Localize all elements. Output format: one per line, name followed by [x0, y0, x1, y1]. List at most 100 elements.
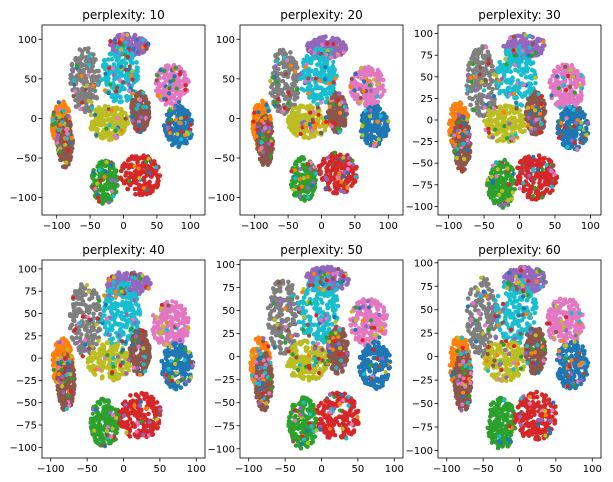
point-mixed	[183, 87, 188, 92]
point-cluster-7	[299, 103, 305, 109]
point-mixed	[140, 37, 146, 43]
point-mixed	[78, 107, 83, 112]
point-cluster-1	[295, 65, 300, 71]
point-cluster-3	[321, 91, 327, 97]
point-mixed	[172, 74, 177, 79]
point-mixed	[113, 179, 118, 184]
point-mixed	[133, 40, 138, 45]
point-cluster-3	[326, 72, 332, 77]
point-cluster-11	[332, 190, 338, 196]
point-mixed	[285, 58, 290, 63]
point-cluster-1	[487, 73, 492, 78]
point-mixed	[132, 164, 137, 169]
point-cluster-3	[514, 57, 519, 62]
point-cluster-1	[87, 108, 93, 114]
point-cluster-11	[137, 192, 143, 197]
point-mixed	[270, 75, 275, 80]
point-cluster-3	[109, 51, 114, 56]
point-cluster-4	[181, 91, 187, 96]
point-cluster-1	[85, 49, 91, 55]
point-mixed	[183, 115, 188, 120]
point-cluster-4	[562, 79, 568, 85]
point-mixed	[53, 121, 58, 126]
point-mixed	[260, 149, 265, 155]
point-mixed	[167, 91, 172, 96]
x-tick-label: −100	[241, 221, 268, 232]
point-mixed	[263, 126, 268, 131]
point-mixed	[110, 66, 116, 71]
point-cluster-3	[119, 99, 124, 104]
point-cluster-5	[61, 99, 66, 104]
point-cluster-1	[275, 108, 281, 114]
point-cluster-4	[572, 98, 577, 104]
point-mixed	[64, 127, 69, 132]
point-mixed	[139, 115, 144, 120]
point-mixed	[167, 121, 172, 126]
point-mixed	[324, 52, 329, 57]
point-mixed	[360, 133, 365, 138]
point-cluster-3	[124, 98, 130, 103]
point-mixed	[108, 39, 113, 44]
point-mixed	[329, 95, 334, 100]
point-mixed	[335, 53, 340, 58]
point-mixed	[382, 130, 387, 135]
point-cluster-1	[82, 107, 88, 113]
point-mixed	[267, 141, 272, 146]
point-mixed	[173, 65, 178, 70]
point-mixed	[312, 50, 317, 55]
point-mixed	[91, 170, 96, 175]
y-tick-label: 50	[24, 74, 37, 85]
point-cluster-9	[161, 123, 167, 128]
point-mixed	[329, 47, 334, 52]
point-cluster-2	[503, 44, 508, 50]
point-mixed	[311, 179, 316, 185]
x-tick-label: −100	[43, 221, 70, 232]
point-mixed	[332, 110, 337, 116]
point-mixed	[125, 55, 130, 60]
point-cluster-1	[84, 65, 90, 71]
point-cluster-1	[77, 47, 83, 52]
point-mixed	[128, 73, 134, 78]
point-mixed	[338, 110, 343, 115]
point-cluster-11	[326, 162, 331, 167]
point-cluster-7	[109, 137, 114, 142]
point-mixed	[119, 37, 125, 42]
point-mixed	[362, 65, 367, 70]
point-cluster-3	[298, 76, 303, 81]
point-mixed	[310, 183, 315, 188]
point-cluster-3	[113, 54, 118, 59]
point-cluster-4	[362, 83, 368, 88]
point-cluster-7	[102, 134, 108, 140]
point-mixed	[306, 91, 311, 96]
point-cluster-3	[500, 69, 506, 74]
point-cluster-9	[379, 133, 385, 139]
point-mixed	[74, 63, 79, 68]
point-mixed	[168, 130, 173, 136]
point-cluster-9	[366, 118, 371, 124]
point-mixed	[298, 131, 303, 137]
point-mixed	[270, 142, 275, 147]
point-cluster-11	[135, 186, 141, 192]
point-cluster-7	[286, 114, 292, 120]
point-cluster-1	[486, 85, 492, 90]
point-mixed	[292, 168, 297, 173]
point-mixed	[137, 123, 142, 128]
point-cluster-1	[290, 60, 296, 65]
point-mixed	[119, 64, 124, 69]
point-mixed	[368, 108, 373, 113]
point-cluster-6	[265, 162, 271, 168]
point-mixed	[315, 105, 320, 110]
point-cluster-7	[88, 112, 94, 118]
point-mixed	[308, 125, 313, 130]
point-mixed	[282, 105, 287, 110]
point-mixed	[261, 155, 266, 161]
point-cluster-3	[124, 75, 130, 81]
point-cluster-4	[380, 83, 386, 88]
point-mixed	[96, 195, 101, 200]
point-mixed	[130, 118, 135, 123]
point-mixed	[324, 119, 329, 124]
point-mixed	[308, 110, 313, 115]
point-mixed	[114, 89, 119, 94]
point-mixed	[286, 101, 291, 106]
